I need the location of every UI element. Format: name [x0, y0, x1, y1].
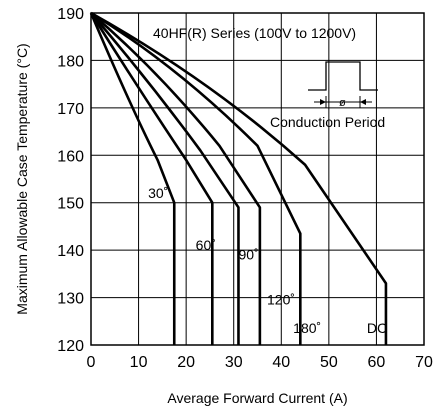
series-line — [90, 11, 388, 345]
arrowhead — [320, 99, 326, 105]
series-label: 60˚ — [196, 237, 216, 253]
x-tick-label: 0 — [87, 354, 96, 371]
series-line — [90, 11, 302, 345]
series-line — [89, 12, 176, 345]
x-tick-label: 60 — [368, 354, 386, 371]
y-tick-label: 160 — [57, 148, 84, 165]
series-label: DC — [367, 320, 387, 336]
series-line — [90, 12, 240, 345]
x-tick-label: 70 — [415, 354, 433, 371]
phi-symbol: ø — [339, 97, 346, 109]
curves: 30˚ 60˚ 90˚ 120˚ 180˚ DC — [89, 11, 388, 345]
conduction-period-label: Conduction Period — [270, 114, 385, 130]
y-tick-label: 180 — [57, 53, 84, 70]
x-tick-label: 50 — [320, 354, 338, 371]
x-tick-label: 20 — [177, 354, 195, 371]
conduction-period-symbol — [308, 61, 378, 108]
y-tick-label: 150 — [57, 196, 84, 213]
x-tick-label: 10 — [130, 354, 148, 371]
x-tick-label: 30 — [225, 354, 243, 371]
pulse-waveform — [308, 61, 378, 91]
series-label: 180˚ — [293, 320, 321, 336]
series-title: 40HF(R) Series (100V to 1200V) — [153, 25, 356, 41]
grid — [90, 12, 425, 346]
y-tick-label: 130 — [57, 291, 84, 308]
series-label: 120˚ — [267, 292, 295, 308]
y-tick-label: 190 — [57, 6, 84, 23]
x-tick-label: 40 — [272, 354, 290, 371]
series-line — [90, 12, 262, 345]
ticks: 0 10 20 30 40 50 60 70 120 130 140 150 160 170 180 190 — [57, 6, 433, 371]
series-label: 90˚ — [238, 247, 258, 263]
series-line — [89, 12, 214, 345]
y-tick-label: 120 — [57, 338, 84, 355]
series-label: 30˚ — [148, 185, 168, 201]
arrowhead — [360, 99, 366, 105]
y-tick-label: 170 — [57, 101, 84, 118]
plot-frame — [90, 12, 425, 346]
y-tick-label: 140 — [57, 243, 84, 260]
x-axis-title: Average Forward Current (A) — [167, 390, 347, 406]
y-axis-title: Maximum Allowable Case Temperature (°C) — [14, 43, 30, 314]
